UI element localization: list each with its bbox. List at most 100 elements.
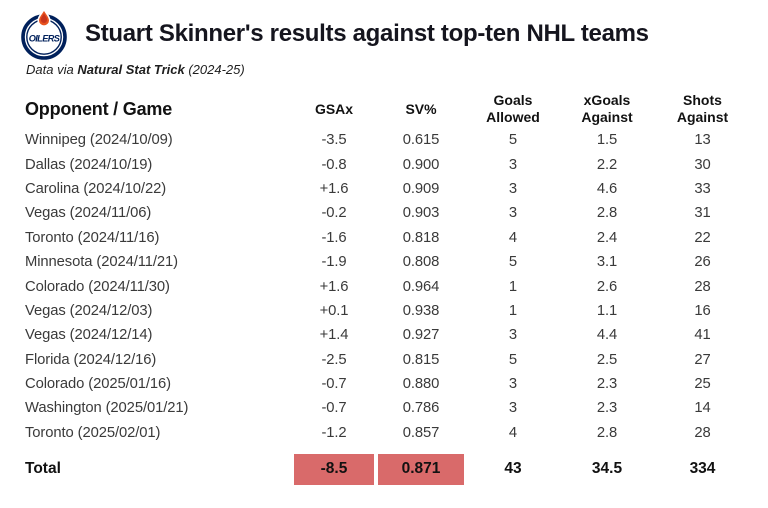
goals-allowed-cell: 3 — [508, 156, 518, 173]
sv-pct-cell: 0.880 — [402, 376, 440, 393]
results-table: Opponent / Game GSAx SV% Goals Allowed x… — [25, 90, 750, 485]
oil-drop-core — [40, 13, 48, 23]
sv-pct-cell: 0.909 — [402, 180, 440, 197]
total-sv-pct-cell: 0.871 — [375, 453, 467, 485]
col-header-opponent-game: Opponent / Game — [25, 98, 173, 119]
oilers-logo: OILERS — [21, 8, 67, 60]
xgoals-against-cell: 1.5 — [596, 132, 618, 149]
table-row: Vegas (2024/12/14) +1.4 0.927 3 4.4 41 — [25, 323, 750, 347]
logo-wordmark: OILERS — [29, 34, 61, 44]
xgoals-against-cell: 2.8 — [596, 424, 618, 441]
shots-against-cell: 30 — [694, 156, 711, 173]
opponent-game-cell: Vegas (2024/12/14) — [25, 327, 153, 344]
gsax-cell: +1.6 — [319, 278, 349, 295]
subtitle-source: Natural Stat Trick — [77, 62, 185, 77]
gsax-cell: -0.2 — [321, 205, 347, 222]
subtitle-prefix: Data via — [26, 62, 78, 77]
masthead: OILERS Stuart Skinner's results against … — [20, 8, 768, 60]
opponent-game-cell: Washington (2025/01/21) — [25, 400, 189, 417]
sv-pct-cell: 0.818 — [402, 229, 440, 246]
table-row: Dallas (2024/10/19) -0.8 0.900 3 2.2 30 — [25, 152, 750, 176]
goals-allowed-cell: 3 — [508, 376, 518, 393]
gsax-cell: -1.2 — [321, 424, 347, 441]
sv-pct-cell: 0.808 — [402, 254, 440, 271]
opponent-game-cell: Winnipeg (2024/10/09) — [25, 132, 173, 149]
xgoals-against-cell: 3.1 — [596, 254, 618, 271]
subtitle-season: (2024-25) — [184, 62, 245, 77]
shots-against-cell: 41 — [694, 327, 711, 344]
sv-pct-cell: 0.815 — [402, 351, 440, 368]
shots-against-cell: 27 — [694, 351, 711, 368]
table-row: Toronto (2025/02/01) -1.2 0.857 4 2.8 28 — [25, 421, 750, 445]
sv-pct-cell: 0.903 — [402, 205, 440, 222]
sv-pct-cell: 0.857 — [402, 424, 440, 441]
gsax-cell: -3.5 — [321, 132, 347, 149]
total-gsax-cell: -8.5 — [293, 453, 375, 485]
opponent-game-cell: Colorado (2024/11/30) — [25, 278, 170, 295]
opponent-game-cell: Vegas (2024/11/06) — [25, 205, 152, 222]
table-row: Vegas (2024/12/03) +0.1 0.938 1 1.1 16 — [25, 299, 750, 323]
opponent-game-cell: Florida (2024/12/16) — [25, 351, 157, 368]
col-header-sv-pct: SV% — [405, 100, 437, 117]
shots-against-cell: 31 — [694, 205, 711, 222]
gsax-cell: -2.5 — [321, 351, 347, 368]
shots-against-cell: 22 — [694, 229, 711, 246]
table-row: Winnipeg (2024/10/09) -3.5 0.615 5 1.5 1… — [25, 128, 750, 152]
opponent-game-cell: Toronto (2025/02/01) — [25, 424, 161, 441]
table-row: Florida (2024/12/16) -2.5 0.815 5 2.5 27 — [25, 348, 750, 372]
table-row: Minnesota (2024/11/21) -1.9 0.808 5 3.1 … — [25, 250, 750, 274]
xgoals-against-cell: 4.6 — [596, 180, 618, 197]
goals-allowed-cell: 4 — [508, 229, 518, 246]
opponent-game-cell: Carolina (2024/10/22) — [25, 180, 167, 197]
page-title: Stuart Skinner's results against top-ten… — [85, 20, 649, 47]
goals-allowed-cell: 5 — [508, 254, 518, 271]
xgoals-against-cell: 2.6 — [596, 278, 618, 295]
xgoals-against-cell: 2.3 — [596, 376, 618, 393]
sv-pct-cell: 0.964 — [402, 278, 440, 295]
total-gsax-highlight: -8.5 — [294, 453, 374, 485]
shots-against-cell: 26 — [694, 254, 711, 271]
opponent-game-cell: Toronto (2024/11/16) — [25, 229, 160, 246]
sv-pct-cell: 0.786 — [402, 400, 440, 417]
table-header-row: Opponent / Game GSAx SV% Goals Allowed x… — [25, 90, 750, 128]
gsax-cell: -0.8 — [321, 156, 347, 173]
total-goals-allowed-cell: 43 — [504, 460, 522, 478]
goals-allowed-cell: 3 — [508, 400, 518, 417]
xgoals-against-cell: 2.3 — [596, 400, 618, 417]
xgoals-against-cell: 2.5 — [596, 351, 618, 368]
sv-pct-cell: 0.900 — [402, 156, 440, 173]
gsax-cell: -0.7 — [321, 376, 347, 393]
data-source-note: Data via Natural Stat Trick (2024-25) — [26, 62, 768, 77]
col-header-goals-allowed: Goals Allowed — [486, 92, 540, 125]
total-xgoals-against-cell: 34.5 — [591, 460, 623, 478]
gsax-cell: -1.9 — [321, 254, 347, 271]
sv-pct-cell: 0.615 — [402, 132, 440, 149]
shots-against-cell: 16 — [694, 302, 711, 319]
table-row: Toronto (2024/11/16) -1.6 0.818 4 2.4 22 — [25, 226, 750, 250]
table-row: Carolina (2024/10/22) +1.6 0.909 3 4.6 3… — [25, 177, 750, 201]
gsax-cell: -0.7 — [321, 400, 347, 417]
table-row: Washington (2025/01/21) -0.7 0.786 3 2.3… — [25, 396, 750, 420]
xgoals-against-cell: 2.2 — [596, 156, 618, 173]
total-label: Total — [25, 460, 61, 478]
shots-against-cell: 13 — [694, 132, 711, 149]
sv-pct-cell: 0.927 — [402, 327, 440, 344]
gsax-cell: +1.4 — [319, 327, 349, 344]
opponent-game-cell: Minnesota (2024/11/21) — [25, 254, 178, 271]
goals-allowed-cell: 1 — [508, 278, 518, 295]
opponent-game-cell: Dallas (2024/10/19) — [25, 156, 153, 173]
total-shots-against-cell: 334 — [689, 460, 716, 478]
goals-allowed-cell: 5 — [508, 132, 518, 149]
goals-allowed-cell: 1 — [508, 302, 518, 319]
table-row: Colorado (2025/01/16) -0.7 0.880 3 2.3 2… — [25, 372, 750, 396]
goals-allowed-cell: 3 — [508, 205, 518, 222]
table-row: Vegas (2024/11/06) -0.2 0.903 3 2.8 31 — [25, 201, 750, 225]
total-sv-pct-highlight: 0.871 — [378, 453, 464, 485]
sv-pct-cell: 0.938 — [402, 302, 440, 319]
xgoals-against-cell: 2.8 — [596, 205, 618, 222]
table-body: Winnipeg (2024/10/09) -3.5 0.615 5 1.5 1… — [25, 128, 750, 445]
opponent-game-cell: Vegas (2024/12/03) — [25, 302, 153, 319]
goals-allowed-cell: 4 — [508, 424, 518, 441]
shots-against-cell: 33 — [694, 180, 711, 197]
